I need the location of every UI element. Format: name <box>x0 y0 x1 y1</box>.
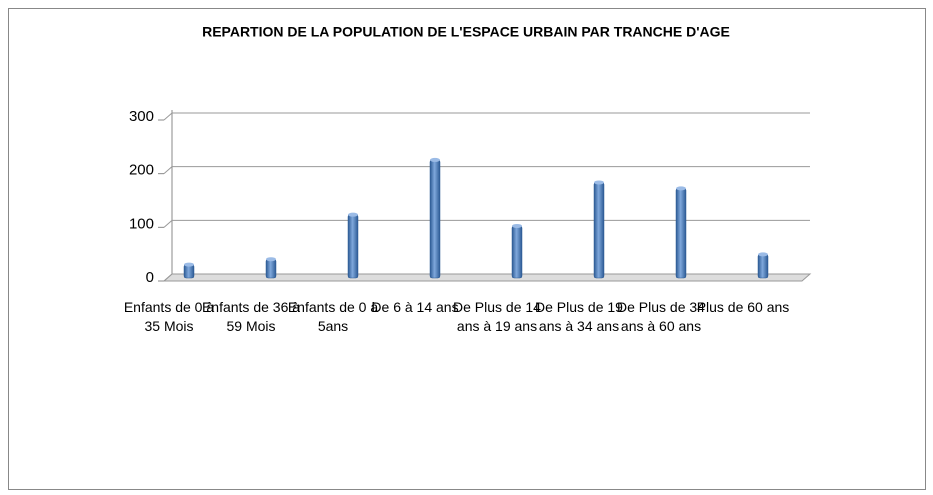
chart-title: REPARTION DE LA POPULATION DE L'ESPACE U… <box>202 24 730 40</box>
bar-top <box>594 180 604 185</box>
x-tick-label: De Plus de 19 ans à 34 ans <box>535 299 623 334</box>
bar <box>265 258 277 279</box>
x-tick-label: Plus de 60 ans <box>696 299 790 315</box>
grid-line <box>163 219 173 228</box>
bar <box>183 264 195 279</box>
bar <box>757 254 769 279</box>
y-tick-label: 300 <box>129 108 154 125</box>
x-tick-label: Enfants de 36 à 59 Mois <box>201 299 301 334</box>
x-tick-label: De Plus de 34 ans à 60 ans <box>617 299 705 334</box>
x-tick-label: Enfants de 0 à 35 Mois <box>123 299 215 334</box>
bar <box>347 214 359 279</box>
y-tick-label: 200 <box>129 162 154 179</box>
floor <box>162 273 812 282</box>
x-tick-label: Enfants de 0 à 5ans <box>287 299 379 334</box>
bar <box>675 188 687 279</box>
bar-top <box>184 262 194 267</box>
bar-top <box>430 157 440 162</box>
bar-top <box>348 212 358 217</box>
grid-line <box>163 112 173 121</box>
y-tick-label: 100 <box>129 215 154 232</box>
bar-top <box>758 252 768 257</box>
bar-top <box>512 223 522 228</box>
bar <box>593 182 605 279</box>
y-tick-label: 0 <box>146 269 154 286</box>
x-tick-label: De Plus de 14 ans à 19 ans <box>453 299 541 334</box>
bar <box>511 225 523 279</box>
x-tick-label: De 6 à 14 ans <box>371 299 459 315</box>
bar <box>429 159 441 279</box>
bar-top <box>676 186 686 191</box>
chart-border <box>8 8 926 490</box>
grid-line <box>163 166 173 175</box>
bar-top <box>266 257 276 262</box>
grid-line <box>163 273 173 282</box>
